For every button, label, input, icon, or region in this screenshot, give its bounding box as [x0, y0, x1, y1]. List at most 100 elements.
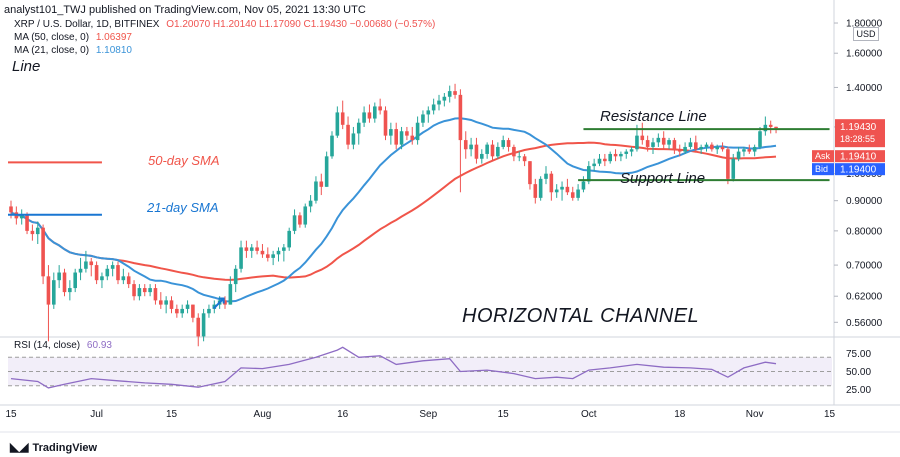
- candle-body: [474, 144, 479, 159]
- candle-body: [496, 146, 500, 157]
- candle-body: [426, 110, 431, 115]
- rsi-label: RSI (14, close): [14, 340, 81, 351]
- candle-body: [683, 146, 687, 152]
- rsi-tick-label: 25.00: [846, 385, 871, 396]
- bid-badge: [835, 163, 885, 176]
- candle-body: [640, 135, 645, 141]
- time-tick-label: Nov: [746, 409, 764, 420]
- candle-body: [223, 300, 227, 305]
- candle-body: [292, 215, 297, 231]
- candle-body: [688, 142, 693, 147]
- candle-body: [742, 149, 746, 152]
- candle-body: [367, 112, 372, 119]
- candle-body: [549, 173, 554, 193]
- candle-body: [159, 300, 163, 305]
- candle-body: [405, 131, 409, 136]
- candle-body: [84, 261, 88, 269]
- candle-body: [538, 178, 543, 198]
- candle-body: [308, 200, 313, 207]
- candle-body: [94, 265, 99, 281]
- candle-body: [608, 153, 612, 162]
- candle-body: [255, 247, 259, 251]
- candle-body: [447, 91, 452, 97]
- candle-body: [576, 189, 580, 198]
- candle-body: [132, 284, 136, 297]
- candle-body: [533, 184, 538, 198]
- price-tick-label: 1.80000: [846, 19, 883, 30]
- candle-body: [672, 140, 677, 150]
- candle-body: [731, 158, 736, 179]
- candle-body: [142, 288, 147, 293]
- candle-body: [726, 149, 730, 179]
- ma50-legend: MA (50, close, 0) 1.06397: [14, 32, 132, 43]
- candle-body: [528, 161, 532, 185]
- candle-body: [485, 144, 489, 154]
- candle-body: [399, 131, 404, 145]
- candle-body: [57, 272, 61, 281]
- tradingview-footer: ◣◢ TradingView: [10, 440, 97, 454]
- candle-body: [25, 215, 29, 231]
- price-tick-label: 0.62000: [846, 292, 883, 303]
- candle-body: [351, 133, 356, 145]
- candle-body: [185, 304, 190, 309]
- candle-body: [287, 230, 291, 248]
- sma50-annotation: 50-day SMA: [148, 153, 220, 168]
- candle-body: [629, 149, 634, 152]
- candle-body: [319, 181, 324, 187]
- candle-body: [437, 100, 441, 105]
- candle-body: [763, 124, 768, 132]
- last-price-badge: [835, 119, 885, 148]
- candle-body: [180, 308, 184, 314]
- candle-body: [442, 96, 447, 101]
- candle-body: [501, 140, 505, 147]
- ma21-label: MA (21, close, 0): [14, 45, 90, 56]
- candle-body: [169, 300, 174, 309]
- candle-body: [362, 112, 366, 123]
- candle-body: [603, 158, 607, 162]
- candle-body: [635, 135, 639, 150]
- candle-body: [78, 268, 83, 273]
- ask-tag: [812, 150, 834, 163]
- candle-body: [378, 106, 382, 111]
- candle-body: [207, 308, 211, 314]
- candle-body: [148, 288, 152, 293]
- ma50-value: 1.06397: [95, 32, 132, 43]
- candle-body: [752, 146, 757, 152]
- candle-body: [768, 124, 773, 127]
- candle-body: [560, 186, 564, 190]
- price-tick-label: 0.70000: [846, 261, 883, 272]
- time-tick-label: Sep: [419, 409, 437, 420]
- price-tick-label: 1.40000: [846, 83, 883, 94]
- candle-body: [597, 158, 602, 164]
- ohlc-values: O1.20070 H1.20140 L1.17090 C1.19430 −0.0…: [166, 19, 436, 30]
- arrow-marker-icon: [212, 297, 225, 310]
- candle-body: [710, 144, 714, 150]
- price-tick-label: 0.80000: [846, 226, 883, 237]
- candle-body: [244, 247, 249, 251]
- candle-body: [373, 106, 377, 119]
- sma21-annotation: 21-day SMA: [146, 200, 219, 215]
- candle-body: [613, 153, 618, 157]
- bid-tag-label: Bid: [815, 164, 828, 174]
- rsi-legend: RSI (14, close) 60.93: [14, 340, 112, 351]
- candle-body: [41, 227, 45, 277]
- candle-body: [592, 163, 596, 167]
- candle-body: [554, 189, 559, 193]
- candle-body: [137, 288, 142, 297]
- candle-body: [335, 112, 340, 136]
- candle-body: [89, 261, 94, 266]
- price-tick-label: 0.56000: [846, 318, 883, 329]
- candle-body: [73, 272, 77, 289]
- candle-body: [196, 317, 201, 337]
- time-tick-label: 15: [498, 409, 510, 420]
- candle-body: [512, 146, 516, 157]
- last-price-label: 1.19430: [840, 122, 877, 133]
- candle-body: [116, 265, 120, 281]
- candle-body: [228, 284, 233, 305]
- candle-body: [110, 265, 115, 269]
- candle-body: [667, 140, 671, 145]
- candle-body: [469, 144, 473, 150]
- candle-body: [458, 94, 463, 141]
- ma21-line: [10, 117, 777, 303]
- candle-body: [661, 137, 666, 145]
